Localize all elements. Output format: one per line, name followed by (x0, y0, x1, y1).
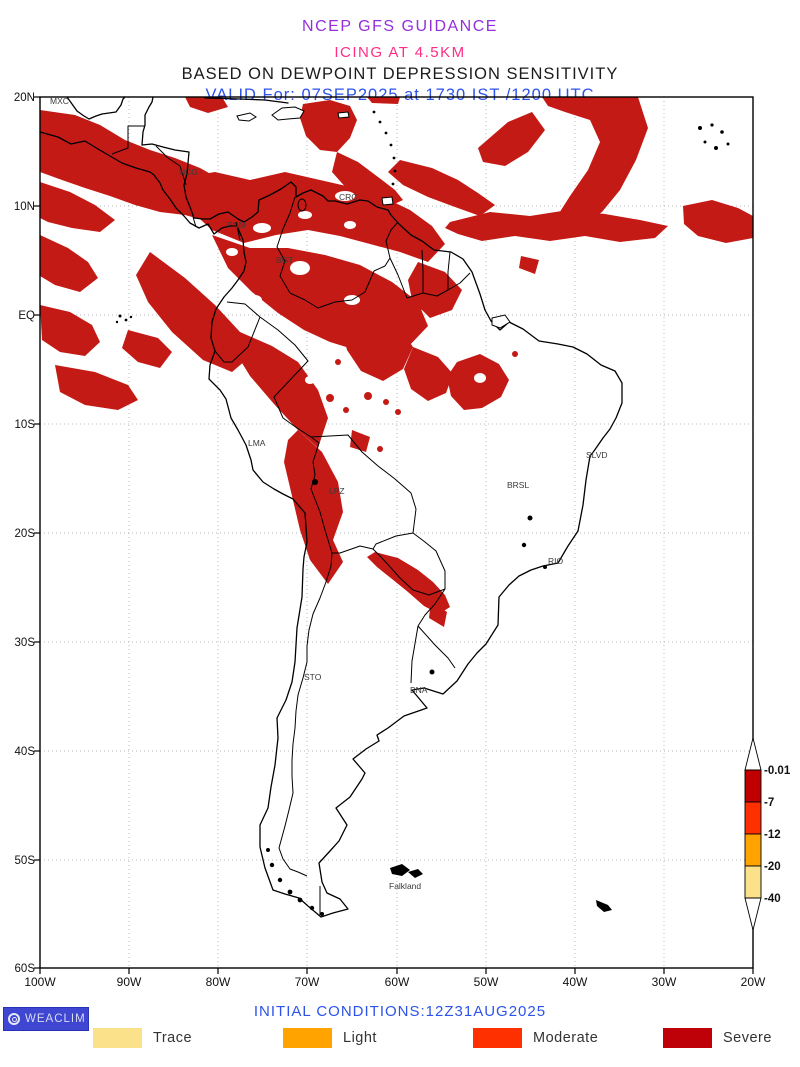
city-label: LMA (248, 438, 266, 448)
lon-tick-label: 70W (295, 975, 320, 989)
city-label: NCG (179, 167, 198, 177)
colorbar-tick-label: -0.01 (764, 765, 791, 777)
coastlines (39, 96, 623, 918)
lat-tick-label: EQ (18, 310, 35, 322)
lon-tick-label: 20W (741, 975, 766, 989)
legend-item-severe: Severe (663, 1028, 772, 1048)
title-product: ICING AT 4.5KM (334, 44, 466, 61)
legend-item-light: Light (283, 1028, 377, 1048)
colorbar-labels: -0.01 -7 -12 -20 -40 (764, 765, 791, 905)
title-method: BASED ON DEWPOINT DEPRESSION SENSITIVITY (181, 65, 619, 83)
moderate-color-swatch (473, 1028, 522, 1048)
colorbar-tick-label: -7 (764, 797, 774, 809)
legend-label: Light (343, 1030, 377, 1046)
legend-item-moderate: Moderate (473, 1028, 598, 1048)
lat-axis-labels: 20N 10N EQ 10S 20S 30S 40S 50S 60S (14, 92, 35, 975)
country-borders (111, 125, 471, 915)
city-label: STO (304, 672, 322, 682)
city-label: SLVD (586, 450, 608, 460)
colorbar (744, 737, 762, 931)
islands (115, 106, 730, 916)
icing-severe-regions (40, 97, 753, 627)
city-label: LPZ (329, 486, 345, 496)
lat-tick-label: 10N (14, 201, 35, 213)
colorbar-tick-label: -40 (764, 893, 781, 905)
lat-tick-label: 60S (15, 963, 36, 975)
colorbar-tick-label: -20 (764, 861, 781, 873)
city-label: PNM (227, 220, 246, 230)
weaclim-logo: WEACLIM (3, 1007, 89, 1031)
lon-tick-label: 60W (385, 975, 410, 989)
colorbar-tick-label: -12 (764, 829, 781, 841)
lat-tick-label: 50S (15, 855, 36, 867)
lon-tick-label: 50W (474, 975, 499, 989)
lon-tick-label: 30W (652, 975, 677, 989)
city-label: MXC (50, 96, 69, 106)
logo-text: WEACLIM (25, 1013, 86, 1025)
initial-conditions-text: INITIAL CONDITIONS:12Z31AUG2025 (253, 1003, 547, 1020)
lon-tick-label: 90W (117, 975, 142, 989)
lat-tick-label: 20S (15, 528, 36, 540)
lon-tick-label: 100W (24, 975, 56, 989)
axis-ticks (34, 96, 754, 974)
city-label: BGT (276, 255, 293, 265)
city-label: CRC (339, 192, 357, 202)
city-label: RIO (548, 556, 564, 566)
legend-item-trace: Trace (93, 1028, 192, 1048)
map-city-labels: MXC NCG CRC PNM BGT LMA LPZ SLVD BRSL RI… (50, 96, 608, 891)
lon-tick-label: 80W (206, 975, 231, 989)
city-label: BNA (410, 685, 428, 695)
title-model: NCEP GFS GUIDANCE (302, 18, 498, 35)
lat-tick-label: 20N (14, 92, 35, 104)
lat-tick-label: 10S (15, 419, 36, 431)
lon-tick-label: 40W (563, 975, 588, 989)
lon-axis-labels: 100W 90W 80W 70W 60W 50W 40W 30W 20W (24, 975, 766, 989)
severe-color-swatch (663, 1028, 712, 1048)
city-label: Falkland (389, 881, 421, 891)
legend-label: Moderate (533, 1030, 599, 1046)
lat-tick-label: 40S (15, 746, 36, 758)
legend-label: Severe (723, 1030, 772, 1046)
legend-label: Trace (153, 1030, 193, 1046)
logo-ring-icon (8, 1013, 20, 1025)
city-label: BRSL (507, 480, 529, 490)
trace-color-swatch (93, 1028, 142, 1048)
light-color-swatch (283, 1028, 332, 1048)
lat-tick-label: 30S (15, 637, 36, 649)
